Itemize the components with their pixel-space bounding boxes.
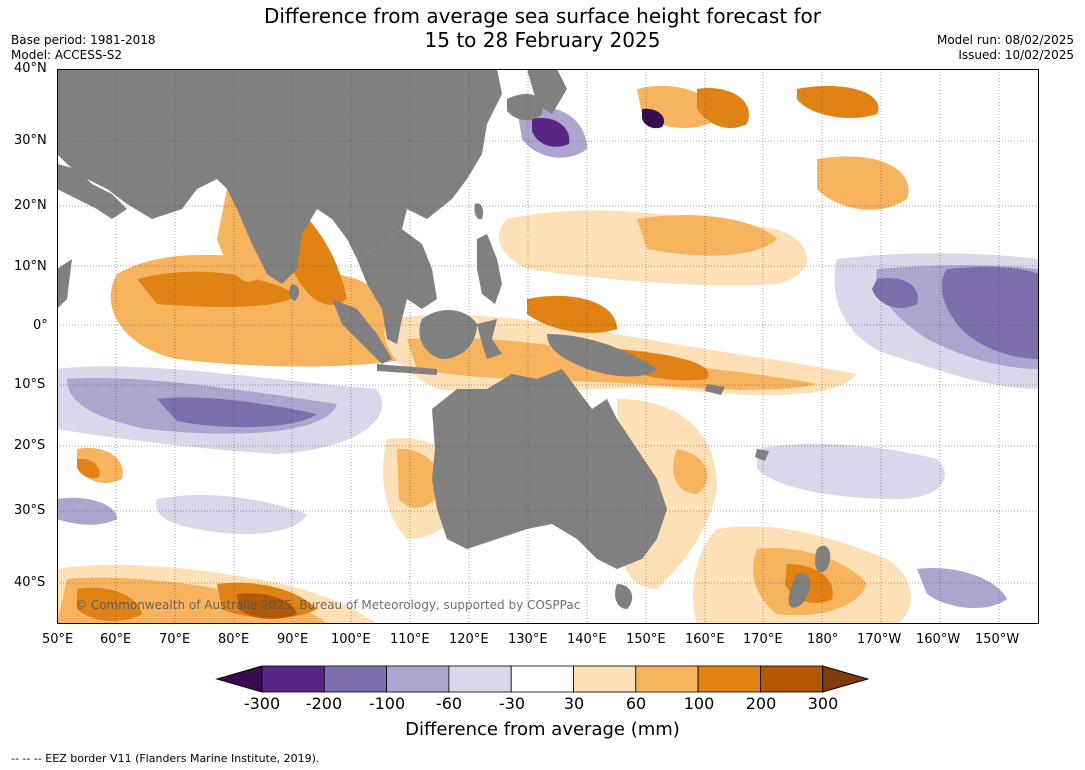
africa-horn [57,259,72,309]
base-period: Base period: 1981-2018 [11,33,156,47]
australia-landmass [432,369,667,569]
colorbar-tick-5: 30 [563,694,585,713]
meta-right: Model run: 08/02/2025 Issued: 10/02/2025 [937,33,1074,63]
lat-label-30n: 30°N [14,133,47,148]
gridlines [57,69,1039,624]
tasmania-landmass [615,584,633,609]
lat-label-20s: 20°S [14,438,46,453]
colorbar-segment [448,665,512,693]
lat-label-20n: 20°N [14,198,47,213]
colorbar-label: Difference from average (mm) [405,719,680,740]
land-masses [57,69,831,609]
map-title-line1: Difference from average sea surface heig… [263,4,822,28]
lon-label-150e: 150°E [626,632,666,647]
colorbar-segment [510,665,574,693]
colorbar-tick-6: 60 [625,694,647,713]
anomaly-map: © Commonwealth of Australia 2025, Bureau… [57,69,1039,624]
lon-label-180: 180° [807,632,839,647]
new-guinea-landmass [547,334,657,377]
colorbar-tick-1: -200 [305,694,343,713]
colorbar-segment [386,665,450,693]
sulawesi-landmass [477,319,502,359]
model-run-date: Model run: 08/02/2025 [936,33,1074,47]
lat-label-10n: 10°N [14,259,47,274]
lon-label-70e: 70°E [159,632,191,647]
colorbar-segment [760,665,824,693]
colorbar-tick-7: 100 [683,694,715,713]
korea-landmass [507,94,543,121]
lon-label-160e: 160°E [685,632,725,647]
lon-label-170w: 170°W [857,632,902,647]
copyright-text: © Commonwealth of Australia 2025, Bureau… [75,598,580,612]
colorbar-tick-4: -30 [498,694,526,713]
colorbar-arrow-low [215,665,263,693]
philippines-landmass [477,234,502,304]
indochina-landmass [357,229,437,344]
lon-label-130e: 130°E [508,632,548,647]
model-name: Model: ACCESS-S2 [11,48,123,62]
map-frame [57,69,1039,624]
nz-south-island [788,573,811,608]
eez-footnote: -- -- -- EEZ border V11 (Flanders Marine… [11,752,320,765]
map-title: Difference from average sea surface heig… [0,4,1085,52]
sumatra-landmass [332,299,392,364]
borneo-landmass [419,309,477,359]
colorbar-tick-3: -60 [435,694,463,713]
vanuatu-islands [755,449,769,461]
lon-label-80e: 80°E [218,632,250,647]
colorbar-arrow-high [822,665,870,693]
colorbar-tick-0: -300 [243,694,281,713]
sri-lanka-landmass [289,284,299,301]
lat-label-30s: 30°S [14,503,46,518]
nz-north-island [815,545,831,573]
colorbar-segment [573,665,637,693]
taiwan-landmass [474,203,484,220]
java-landmass [377,364,437,375]
asia-landmass [57,69,502,284]
meta-left: Base period: 1981-2018 Model: ACCESS-S2 [11,33,156,63]
lon-label-90e: 90°E [277,632,309,647]
lon-label-50e: 50°E [42,632,74,647]
lat-label-10s: 10°S [14,377,46,392]
colorbar-tick-8: 200 [745,694,777,713]
japan-landmass [527,69,567,114]
colorbar-tick-9: 300 [807,694,839,713]
lon-label-110e: 110°E [390,632,430,647]
colorbar-segment [635,665,699,693]
lon-label-150w: 150°W [975,632,1020,647]
lat-label-40n: 40°N [14,61,47,76]
solomon-islands [705,384,725,395]
colorbar-segment [697,665,761,693]
colorbar-segment [323,665,387,693]
arabia-landmass [57,164,127,219]
lon-label-160w: 160°W [916,632,961,647]
map-title-line2: 15 to 28 February 2025 [424,28,661,52]
colorbar-segment [261,665,325,693]
lat-label-40s: 40°S [14,575,46,590]
issued-date: Issued: 10/02/2025 [958,48,1074,62]
lon-label-60e: 60°E [100,632,132,647]
lon-label-140e: 140°E [567,632,607,647]
lon-label-120e: 120°E [449,632,489,647]
lat-label-0: 0° [33,318,48,333]
lon-label-100e: 100°E [331,632,371,647]
lon-label-170e: 170°E [743,632,783,647]
colorbar-tick-2: -100 [368,694,406,713]
